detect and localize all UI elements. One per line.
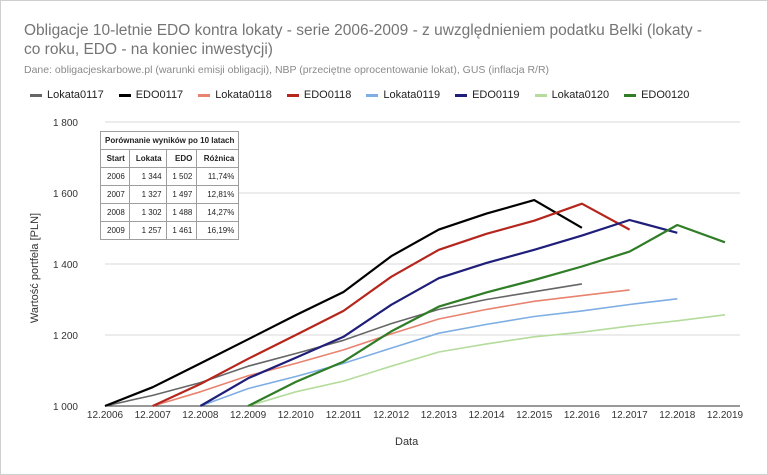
chart-title-line-1: Obligacje 10-letnie EDO kontra lokaty - … bbox=[24, 22, 703, 39]
y-tick-label: 1 000 bbox=[53, 402, 78, 413]
y-axis-label: Wartość portfela [PLN] bbox=[29, 212, 41, 324]
series-line-lokata0118 bbox=[152, 289, 630, 407]
series-line-edo0120 bbox=[247, 223, 726, 407]
table-cell: 2009 bbox=[100, 221, 130, 240]
table-cell: 2006 bbox=[100, 167, 130, 186]
summary-table-header-row: Start Lokata EDO Różnica bbox=[100, 149, 240, 168]
x-tick-label: 12.2017 bbox=[612, 410, 649, 421]
table-cell: 1 461 bbox=[165, 221, 198, 240]
x-tick-label: 12.2011 bbox=[326, 410, 362, 421]
y-tick-label: 1 600 bbox=[53, 189, 78, 200]
summary-table-header-cell: Lokata bbox=[128, 149, 167, 168]
series-line-edo0119 bbox=[199, 218, 678, 407]
legend-label: EDO0117 bbox=[135, 89, 184, 101]
x-tick-label: 12.2009 bbox=[230, 410, 267, 421]
legend-label: EDO0120 bbox=[641, 89, 690, 101]
legend-item-lokata0120: Lokata0120 bbox=[534, 89, 610, 101]
table-cell: 1 344 bbox=[128, 167, 167, 186]
legend-swatch bbox=[30, 93, 42, 97]
table-cell: 1 302 bbox=[128, 203, 167, 222]
legend-swatch bbox=[366, 93, 379, 97]
table-row: 2006 1 344 1 502 11,74% bbox=[100, 167, 240, 186]
legend-item-lokata0117: Lokata0117 bbox=[30, 89, 104, 101]
legend-label: Lokata0120 bbox=[551, 89, 610, 101]
series-line-lokata0117 bbox=[104, 283, 583, 407]
legend-swatch bbox=[455, 93, 468, 97]
summary-table-header-cell: EDO bbox=[165, 149, 198, 168]
x-tick-label: 12.2010 bbox=[278, 410, 315, 421]
table-cell: 1 497 bbox=[165, 185, 198, 204]
y-tick-label: 1 800 bbox=[53, 118, 78, 129]
x-tick-label: 12.2019 bbox=[707, 410, 744, 421]
chart-title-line-2: co roku, EDO - na koniec inwestycji) bbox=[24, 41, 273, 58]
legend-label: EDO0119 bbox=[472, 89, 520, 101]
table-cell: 2008 bbox=[100, 203, 130, 222]
table-cell: 1 257 bbox=[128, 221, 167, 240]
summary-table-header-cell: Różnica bbox=[196, 149, 240, 168]
table-row: 2007 1 327 1 497 12,81% bbox=[100, 185, 240, 204]
x-tick-label: 12.2006 bbox=[87, 410, 124, 421]
x-tick-label: 12.2018 bbox=[659, 410, 696, 421]
x-tick-label: 12.2013 bbox=[421, 410, 458, 421]
series-line-lokata0119 bbox=[200, 298, 678, 407]
table-cell: 12,81% bbox=[196, 185, 240, 204]
table-cell: 1 327 bbox=[128, 185, 167, 204]
summary-table-header-cell: Start bbox=[100, 149, 130, 168]
summary-table: Porównanie wyników po 10 latach Start Lok… bbox=[99, 131, 240, 240]
series-lines bbox=[104, 199, 726, 408]
table-row: 2009 1 257 1 461 16,19% bbox=[100, 221, 240, 240]
legend-swatch bbox=[198, 93, 211, 97]
legend-swatch bbox=[286, 93, 299, 97]
legend-item-edo0119: EDO0119 bbox=[455, 89, 520, 101]
x-tick-label: 12.2012 bbox=[373, 410, 410, 421]
legend-label: Lokata0118 bbox=[215, 89, 272, 101]
chart-subtitle: Dane: obligacjeskarbowe.pl (warunki emis… bbox=[24, 64, 550, 76]
y-axis-ticks: 1 000 1 200 1 400 1 600 1 800 bbox=[53, 118, 78, 413]
table-row: 2008 1 302 1 488 14,27% bbox=[100, 203, 240, 222]
x-axis-ticks: 12.2006 12.2007 12.2008 12.2009 12.2010 12.20… bbox=[87, 410, 744, 421]
x-tick-label: 12.2014 bbox=[468, 410, 505, 421]
table-cell: 1 488 bbox=[165, 203, 198, 222]
x-axis-label: Data bbox=[395, 436, 419, 448]
table-cell: 14,27% bbox=[196, 203, 240, 222]
x-tick-label: 12.2016 bbox=[564, 410, 601, 421]
y-tick-label: 1 200 bbox=[53, 331, 78, 342]
legend-item-edo0117: EDO0117 bbox=[118, 89, 184, 101]
x-tick-label: 12.2015 bbox=[516, 410, 553, 421]
legend-label: Lokata0119 bbox=[383, 89, 441, 101]
table-cell: 1 502 bbox=[165, 167, 198, 186]
legend-label: Lokata0117 bbox=[47, 89, 104, 101]
x-tick-label: 12.2008 bbox=[182, 410, 219, 421]
legend-swatch bbox=[118, 93, 131, 97]
y-tick-label: 1 400 bbox=[53, 260, 78, 271]
legend-item-edo0118: EDO0118 bbox=[286, 89, 352, 101]
table-cell: 16,19% bbox=[196, 221, 240, 240]
legend-label: EDO0118 bbox=[303, 89, 352, 101]
legend-item-lokata0118: Lokata0118 bbox=[198, 89, 272, 101]
legend-item-edo0120: EDO0120 bbox=[624, 89, 689, 101]
summary-table-title: Porównanie wyników po 10 latach bbox=[99, 131, 240, 150]
legend: Lokata0117 EDO0117 Lokata0118 EDO0118 Lokata… bbox=[30, 89, 704, 101]
series-line-edo0118 bbox=[152, 202, 631, 407]
table-cell: 11,74% bbox=[196, 167, 240, 186]
series-line-lokata0120 bbox=[247, 314, 726, 407]
series-line-edo0117 bbox=[104, 199, 583, 408]
legend-swatch bbox=[624, 93, 637, 97]
table-cell: 2007 bbox=[100, 185, 130, 204]
x-tick-label: 12.2007 bbox=[135, 410, 172, 421]
legend-item-lokata0119: Lokata0119 bbox=[366, 89, 440, 101]
legend-swatch bbox=[534, 93, 547, 97]
